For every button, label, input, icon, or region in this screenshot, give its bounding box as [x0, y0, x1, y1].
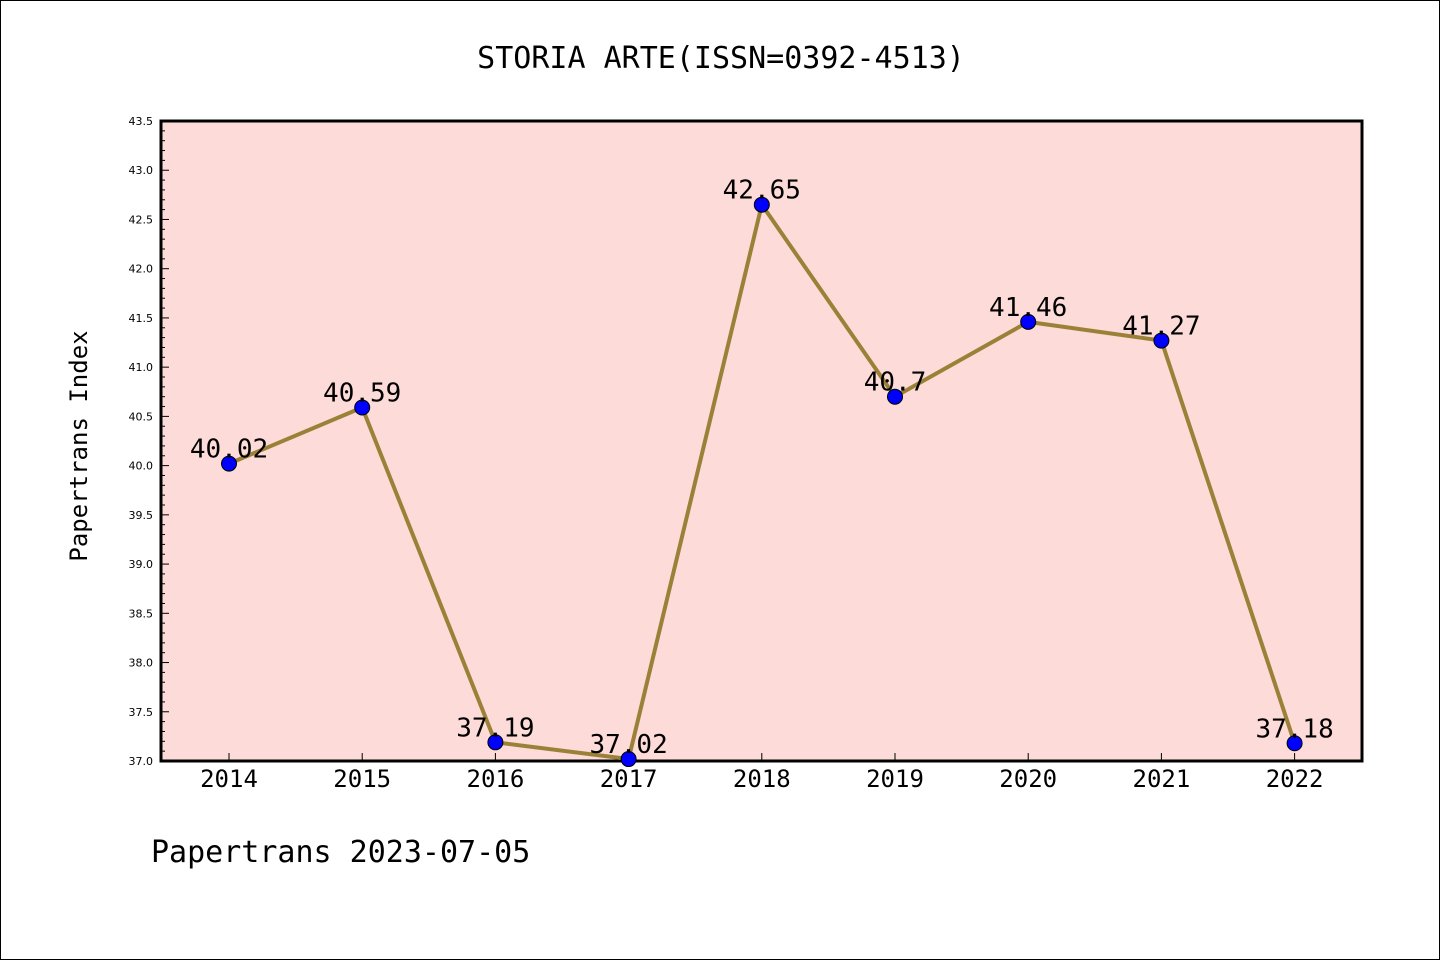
- x-tick-label: 2022: [1266, 765, 1324, 793]
- data-label: 37.18: [1255, 714, 1333, 744]
- x-tick-label: 2019: [866, 765, 924, 793]
- data-label: 41.27: [1122, 312, 1200, 342]
- data-point: [887, 388, 903, 405]
- data-label: 37.02: [589, 730, 667, 760]
- y-tick-label: 39.0: [129, 558, 154, 571]
- y-tick-label: 41.0: [129, 361, 154, 374]
- x-tick-label: 2018: [733, 765, 791, 793]
- y-tick-label: 37.0: [129, 755, 154, 768]
- data-point: [753, 196, 770, 213]
- y-tick-label: 40.0: [129, 460, 154, 473]
- x-tick-label: 2020: [999, 765, 1057, 793]
- x-tick-label: 2021: [1133, 765, 1191, 793]
- data-label: 37.19: [456, 713, 534, 743]
- data-point: [620, 751, 637, 768]
- chart-title: STORIA ARTE(ISSN=0392-4513): [477, 41, 965, 76]
- y-tick-label: 38.5: [129, 607, 154, 620]
- data-label: 41.46: [989, 293, 1067, 323]
- plot-frame: [159, 119, 1364, 763]
- data-point: [1153, 332, 1170, 349]
- y-tick-label: 37.5: [129, 706, 154, 719]
- y-tick-label: 40.5: [129, 410, 154, 423]
- data-label: 40.7: [864, 368, 927, 398]
- y-tick-label: 42.5: [129, 213, 154, 226]
- x-tick-label: 2015: [333, 765, 391, 793]
- data-point: [487, 734, 504, 751]
- y-axis-label: Papertrans Index: [65, 330, 93, 561]
- x-tick-label: 2014: [200, 765, 258, 793]
- data-label: 40.59: [323, 379, 401, 409]
- y-tick-label: 39.5: [129, 509, 154, 522]
- data-point: [221, 455, 237, 472]
- y-tick-label: 43.0: [129, 164, 154, 177]
- data-point: [354, 399, 371, 416]
- x-tick-label: 2017: [600, 765, 658, 793]
- y-tick-label: 43.5: [129, 115, 154, 128]
- plot-area: [161, 121, 1362, 761]
- y-tick-label: 38.0: [129, 657, 154, 670]
- data-label: 40.02: [190, 435, 268, 465]
- data-point: [1286, 735, 1303, 752]
- y-tick-label: 41.5: [129, 312, 154, 325]
- x-tick-label: 2016: [467, 765, 525, 793]
- data-point: [1020, 313, 1037, 330]
- y-tick-label: 42.0: [129, 263, 154, 276]
- footer-source-date: Papertrans 2023-07-05: [151, 835, 531, 870]
- data-label: 42.65: [723, 176, 801, 206]
